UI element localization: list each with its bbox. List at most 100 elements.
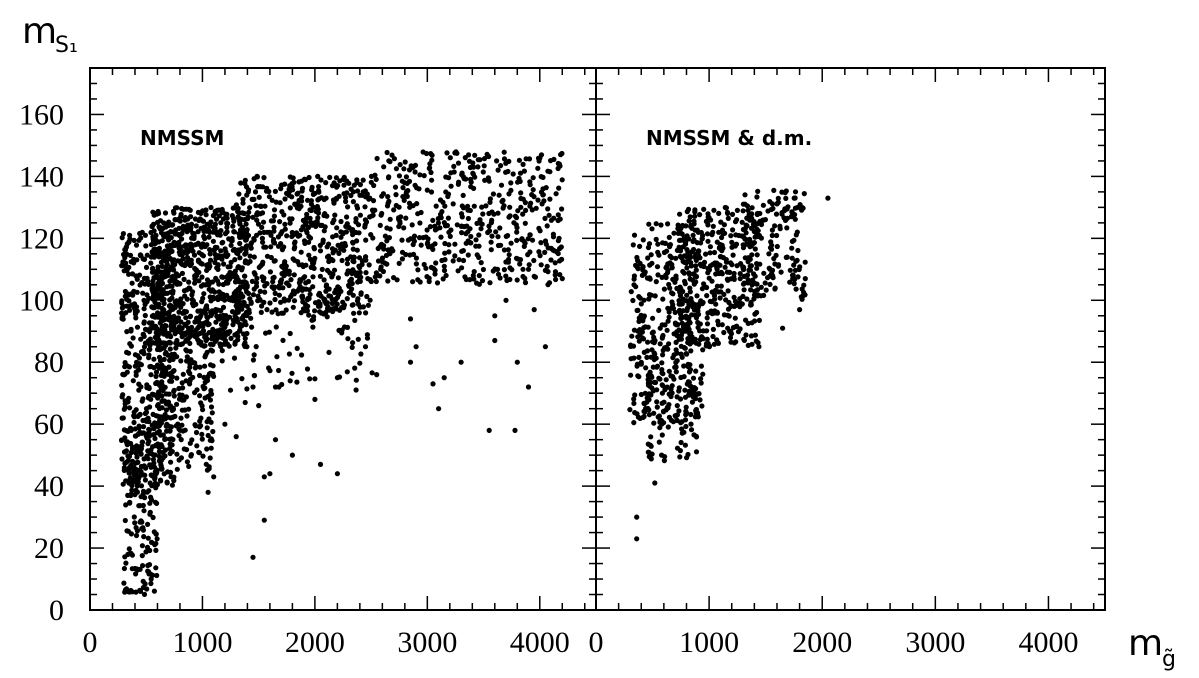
scatter-point: [133, 315, 139, 321]
scatter-point: [630, 297, 636, 304]
scatter-point: [179, 270, 185, 276]
scatter-point: [455, 160, 462, 166]
scatter-point: [744, 296, 750, 302]
scatter-point: [184, 459, 190, 465]
scatter-point: [487, 199, 493, 205]
scatter-point: [187, 314, 193, 320]
scatter-point: [205, 227, 211, 233]
scatter-point: [685, 361, 691, 367]
scatter-point: [698, 363, 705, 369]
scatter-point: [789, 209, 795, 215]
scatter-point: [734, 263, 740, 269]
scatter-point: [789, 255, 795, 261]
scatter-point: [141, 320, 147, 326]
scatter-point: [286, 351, 292, 357]
scatter-point: [341, 305, 347, 311]
scatter-point: [762, 280, 768, 286]
scatter-point: [210, 238, 216, 244]
scatter-point: [505, 168, 511, 175]
scatter-point: [129, 280, 135, 286]
scatter-point: [437, 225, 443, 231]
scatter-point: [224, 215, 230, 221]
scatter-point: [700, 347, 706, 353]
scatter-point: [418, 242, 424, 248]
scatter-point: [674, 445, 681, 451]
scatter-point: [745, 272, 751, 278]
scatter-point: [754, 281, 760, 287]
scatter-point: [660, 383, 666, 389]
scatter-point: [653, 279, 659, 285]
scatter-point: [646, 407, 652, 413]
scatter-point: [271, 213, 277, 219]
scatter-point: [256, 194, 262, 200]
scatter-point: [352, 365, 358, 371]
scatter-point: [700, 371, 706, 377]
scatter-point: [124, 528, 130, 534]
scatter-point: [237, 240, 243, 247]
scatter-point: [146, 393, 152, 400]
scatter-point: [516, 157, 523, 163]
scatter-point: [673, 364, 679, 370]
scatter-point: [344, 261, 350, 267]
scatter-point: [801, 289, 807, 295]
scatter-point: [208, 419, 214, 425]
scatter-point: [771, 187, 777, 193]
scatter-point: [446, 175, 452, 181]
scatter-point: [187, 364, 193, 370]
scatter-point: [357, 182, 363, 188]
scatter-point: [668, 390, 674, 396]
scatter-point: [139, 439, 146, 445]
scatter-point: [184, 354, 190, 360]
scatter-point: [825, 195, 831, 201]
scatter-point: [350, 246, 356, 252]
scatter-point: [665, 261, 671, 267]
scatter-point: [713, 263, 719, 269]
scatter-point: [454, 222, 460, 228]
scatter-point: [137, 252, 143, 258]
scatter-point: [147, 404, 153, 410]
scatter-point: [474, 252, 480, 258]
scatter-point: [149, 266, 155, 272]
scatter-point: [646, 454, 652, 460]
scatter-point: [768, 246, 775, 252]
scatter-point: [353, 377, 359, 383]
scatter-point: [299, 352, 305, 358]
scatter-point: [642, 324, 648, 330]
scatter-point: [644, 354, 650, 360]
scatter-point: [749, 252, 755, 258]
scatter-point: [514, 237, 520, 243]
scatter-point: [192, 280, 198, 286]
scatter-point: [272, 437, 279, 443]
scatter-point: [127, 232, 133, 238]
scatter-point: [362, 204, 368, 210]
scatter-point: [557, 258, 563, 264]
scatter-point: [145, 562, 151, 569]
scatter-point: [266, 194, 272, 200]
scatter-point: [662, 345, 668, 351]
scatter-point: [306, 287, 312, 293]
scatter-point: [704, 231, 711, 237]
scatter-point: [508, 240, 514, 246]
scatter-point: [379, 193, 385, 199]
scatter-point: [257, 230, 263, 236]
scatter-point: [141, 306, 147, 312]
scatter-point: [179, 380, 185, 386]
scatter-point: [538, 240, 544, 246]
scatter-point: [523, 156, 529, 162]
scatter-point: [490, 191, 496, 197]
scatter-point: [271, 224, 277, 230]
scatter-point: [192, 360, 198, 366]
scatter-point: [244, 386, 250, 392]
scatter-point: [441, 263, 447, 269]
scatter-point: [155, 310, 161, 316]
scatter-point: [537, 155, 543, 161]
scatter-point: [316, 188, 322, 194]
scatter-point: [225, 220, 231, 227]
scatter-point: [150, 572, 156, 578]
scatter-point: [400, 185, 406, 191]
scatter-point: [315, 173, 321, 179]
scatter-point: [160, 432, 166, 438]
scatter-point: [234, 300, 240, 306]
scatter-point: [447, 155, 453, 161]
x-tick-label: 3000: [905, 626, 965, 659]
